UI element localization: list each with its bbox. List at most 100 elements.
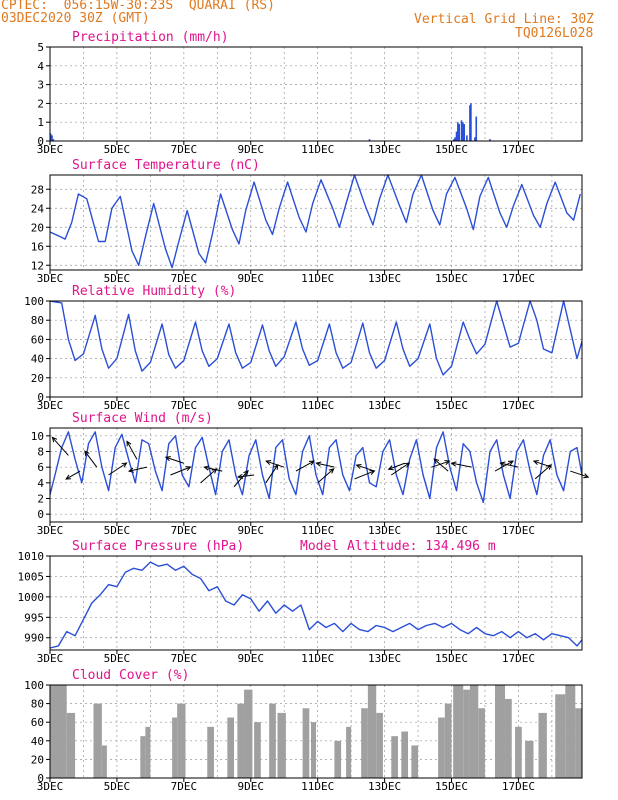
wind-series-line [49,431,583,504]
x-tick-label: 17DEC [502,524,535,537]
x-tick-label: 13DEC [368,399,401,412]
wind-vector-arrow [499,461,519,468]
wind-vector-arrow [387,462,405,471]
wind-vector-arrow [127,466,148,473]
x-tick-label: 15DEC [435,524,468,537]
wind-vector-arrow [126,440,138,460]
x-tick-label: 13DEC [368,780,401,793]
y-tick-label: 0 [37,508,44,521]
wind-vector-arrow [265,460,285,468]
plot-frame [49,555,583,651]
y-tick-label: 60 [31,333,44,346]
pressure-panel: 990 995 1000 1005 1010 3DEC 5DEC 7DEC 9DEC 11DEC 1… [18,539,583,665]
pressure-series-line [49,561,583,649]
cloud-cover-bar [401,731,409,778]
precipitation-panel: 0 1 2 3 4 5 3DEC 5DEC 7DEC 9DEC 11DEC 13DEC 15DEC 17D… [37,30,583,156]
x-tick-label: 11DEC [301,652,334,665]
precipitation-bar [462,122,464,141]
cloud-cover-bar [140,736,146,778]
cloud-cover-bar [93,703,102,778]
cloud-cover-bar [376,712,383,778]
x-tick-label: 15DEC [435,143,468,156]
wind-vector-arrow [433,458,449,472]
x-tick-label: 13DEC [368,524,401,537]
precipitation-bar [474,137,476,141]
cloud-cover-bar [237,703,245,778]
cloud-cover-bar [411,745,419,778]
y-tick-label: 8 [37,446,44,459]
humidity-panel: 0 20 40 60 80 100 3DEC 5DEC 7DEC 9DEC 11DEC 13DEC 15… [24,284,583,412]
y-tick-label: 20 [31,372,44,385]
y-tick-label: 20 [31,221,44,234]
x-tick-label: 17DEC [502,780,535,793]
wind-vector-arrow [200,468,218,484]
precipitation-bar [455,131,458,141]
precipitation-bar [463,124,466,141]
y-tick-label: 1005 [18,570,45,583]
x-tick-label: 11DEC [301,524,334,537]
x-tick-label: 3DEC [37,143,64,156]
plot-frame [49,427,583,523]
x-tick-label: 3DEC [37,652,64,665]
cloud-cover-bar [172,717,178,778]
x-tick-label: 7DEC [171,143,198,156]
cloud-cover-bar [361,708,368,778]
precipitation-bar [51,135,53,141]
cloud-cover-bar [469,685,479,778]
temperature-title: Surface Temperature (nC) [72,158,260,173]
x-tick-label: 3DEC [37,399,64,412]
y-tick-label: 80 [31,698,44,711]
y-tick-label: 100 [24,295,44,308]
x-tick-label: 13DEC [368,652,401,665]
wind-vector-arrow [164,456,184,464]
x-tick-label: 9DEC [238,524,265,537]
wind-vector-arrow [570,470,590,479]
cloud-cover-bar [495,685,506,778]
cloud-cover-bar [177,703,186,778]
precipitation-bar [466,135,468,141]
x-tick-label: 17DEC [502,143,535,156]
cloud-cover-bar [565,685,576,778]
cloud-cover-bar [575,708,582,778]
precipitation-bar [454,137,456,141]
precipitation-bar [52,139,55,141]
plot-frame [49,684,583,779]
x-tick-label: 7DEC [171,780,198,793]
header-date: 03DEC2020 30Z (GMT) [1,11,150,26]
cloud-cover-bar [463,689,470,778]
x-tick-label: 11DEC [301,143,334,156]
x-tick-label: 9DEC [238,399,265,412]
cloud-cover-bar [227,717,235,778]
cloud-cover-bar [538,712,547,778]
x-tick-label: 15DEC [435,399,468,412]
x-tick-label: 5DEC [104,143,131,156]
cloud-cover-title: Cloud Cover (%) [72,668,189,683]
y-tick-label: 0 [37,772,44,785]
wind-vector-arrow [354,470,376,480]
cloud-cover-bar [525,740,534,778]
y-tick-label: 0 [37,391,44,404]
y-tick-label: 1010 [18,550,45,563]
wind-vector-arrow [534,464,553,480]
x-tick-label: 5DEC [104,780,131,793]
precipitation-bar [457,122,459,141]
cloud-cover-bar [50,685,67,778]
precipitation-bar [453,139,455,141]
y-tick-label: 990 [24,632,44,645]
y-tick-label: 1000 [18,591,45,604]
precipitation-bar [470,103,472,141]
precipitation-bar [489,139,491,141]
cloud-cover-bar [334,740,342,778]
y-tick-label: 10 [31,430,44,443]
x-tick-label: 9DEC [238,143,265,156]
wind-vector-arrow [391,462,411,476]
cloud-cover-bar [207,726,214,778]
wind-vector-arrow [295,460,315,472]
cloud-cover-bar [145,726,151,778]
x-tick-label: 13DEC [368,143,401,156]
x-tick-label: 9DEC [238,652,265,665]
x-tick-label: 13DEC [368,272,401,285]
plot-frame [49,300,583,398]
x-tick-label: 9DEC [238,780,265,793]
